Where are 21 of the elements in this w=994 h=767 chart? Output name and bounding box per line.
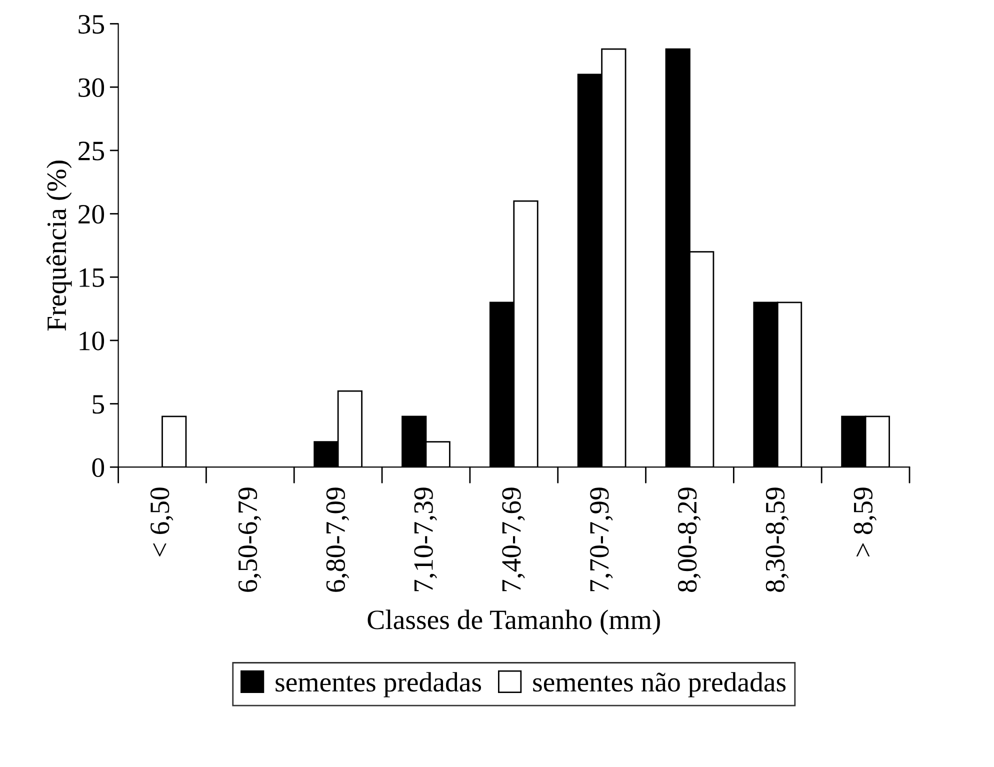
x-tick-label: < 6,50 [150,488,174,556]
y-tick-label: 30 [78,78,104,98]
x-tick-label: 6,50-6,79 [238,488,262,592]
y-tick-label: 35 [78,15,104,34]
x-tick-label: 7,40-7,69 [502,488,525,592]
x-tick-label: 7,10-7,39 [414,488,437,592]
x-tick-label: 7,70-7,99 [590,488,613,592]
x-tick-label: 8,00-8,29 [678,488,701,592]
x-tick-label: 6,80-7,09 [326,488,350,592]
x-tick-label: > 8,59 [854,488,877,556]
x-tick-label: 8,30-8,59 [766,488,789,592]
y-tick-label: 20 [78,204,104,224]
y-axis-title: Frequência (%) [46,160,72,331]
y-tick-label: 0 [92,458,104,478]
y-tick-label: 10 [80,332,104,350]
legend-label: sementes predadas [276,672,482,698]
y-tick-label: 5 [92,395,104,414]
x-axis-title: Classes de Tamanho (mm) [368,610,660,635]
y-tick-label: 15 [80,268,104,288]
legend-label: sementes não predadas [533,672,786,698]
y-tick-label: 25 [78,142,104,160]
